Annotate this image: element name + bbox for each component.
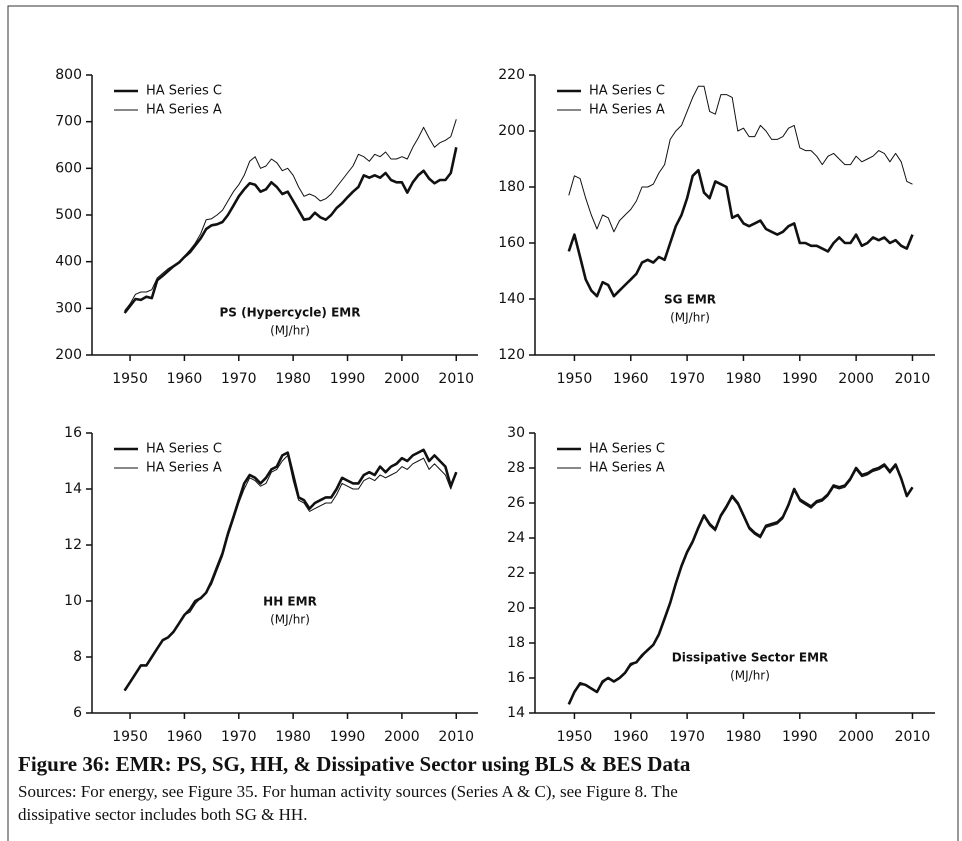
x-tick-label: 1980 bbox=[726, 729, 762, 745]
x-tick-label: 1960 bbox=[613, 729, 649, 745]
x-tick-label: 1990 bbox=[782, 729, 818, 745]
y-tick-label: 24 bbox=[507, 530, 525, 546]
frame bbox=[7, 5, 959, 841]
legend-label: HA Series C bbox=[146, 84, 222, 99]
x-tick-label: 2000 bbox=[384, 729, 420, 745]
y-tick-label: 700 bbox=[55, 114, 82, 130]
legend-label: HA Series C bbox=[589, 84, 665, 99]
y-tick-label: 200 bbox=[55, 347, 82, 363]
chart-title: HH EMR bbox=[263, 595, 317, 609]
x-tick-label: 1960 bbox=[167, 729, 203, 745]
y-tick-label: 18 bbox=[507, 635, 525, 651]
x-tick-label: 2010 bbox=[438, 371, 474, 387]
x-tick-label: 1980 bbox=[726, 371, 762, 387]
x-tick-label: 1990 bbox=[782, 371, 818, 387]
legend-label: HA Series A bbox=[146, 103, 222, 118]
y-tick-label: 220 bbox=[498, 67, 525, 83]
x-tick-label: 2010 bbox=[438, 729, 474, 745]
y-tick-label: 600 bbox=[55, 160, 82, 176]
series-line bbox=[123, 147, 458, 314]
chart-subtitle: (MJ/hr) bbox=[730, 669, 770, 683]
x-tick-label: 1970 bbox=[221, 371, 257, 387]
y-tick-label: 300 bbox=[55, 300, 82, 316]
y-tick-label: 120 bbox=[498, 347, 525, 363]
y-tick-label: 8 bbox=[73, 649, 82, 665]
x-tick-label: 2000 bbox=[384, 371, 420, 387]
y-tick-label: 22 bbox=[507, 565, 525, 581]
y-tick-label: 28 bbox=[507, 460, 525, 476]
legend-label: HA Series A bbox=[589, 103, 665, 118]
legend-label: HA Series A bbox=[589, 461, 665, 476]
x-tick-label: 1960 bbox=[167, 371, 203, 387]
y-tick-label: 30 bbox=[507, 425, 525, 441]
chart-title: SG EMR bbox=[664, 293, 716, 307]
y-tick-label: 800 bbox=[55, 67, 82, 83]
y-tick-label: 200 bbox=[498, 123, 525, 139]
legend-label: HA Series A bbox=[146, 461, 222, 476]
caption-title: Figure 36: EMR: PS, SG, HH, & Dissipativ… bbox=[18, 752, 691, 776]
y-tick-label: 400 bbox=[55, 254, 82, 270]
x-tick-label: 2010 bbox=[895, 729, 931, 745]
x-tick-label: 1950 bbox=[557, 729, 593, 745]
x-tick-label: 1960 bbox=[613, 371, 649, 387]
x-tick-label: 1990 bbox=[330, 729, 366, 745]
x-tick-label: 1950 bbox=[112, 729, 148, 745]
series-line bbox=[124, 119, 457, 312]
y-tick-label: 500 bbox=[55, 207, 82, 223]
x-tick-label: 1980 bbox=[275, 371, 311, 387]
caption-line: Sources: For energy, see Figure 35. For … bbox=[18, 782, 678, 801]
x-tick-label: 2010 bbox=[895, 371, 931, 387]
chart-subtitle: (MJ/hr) bbox=[270, 324, 310, 338]
x-tick-label: 2000 bbox=[838, 729, 874, 745]
series-line bbox=[567, 168, 914, 298]
series-line bbox=[124, 454, 457, 691]
y-tick-label: 180 bbox=[498, 179, 525, 195]
y-tick-label: 14 bbox=[64, 481, 82, 497]
y-tick-label: 10 bbox=[64, 593, 82, 609]
y-tick-label: 160 bbox=[498, 235, 525, 251]
x-tick-label: 1970 bbox=[669, 729, 705, 745]
series-line bbox=[568, 85, 913, 233]
y-tick-label: 12 bbox=[64, 537, 82, 553]
x-tick-label: 1970 bbox=[669, 371, 705, 387]
y-tick-label: 14 bbox=[507, 705, 525, 721]
chart-subtitle: (MJ/hr) bbox=[270, 613, 310, 627]
legend-label: HA Series C bbox=[146, 442, 222, 457]
legend-label: HA Series C bbox=[589, 442, 665, 457]
chart-subtitle: (MJ/hr) bbox=[670, 311, 710, 325]
y-tick-label: 16 bbox=[507, 670, 525, 686]
caption-line: dissipative sector includes both SG & HH… bbox=[18, 805, 307, 824]
y-tick-label: 6 bbox=[73, 705, 82, 721]
x-tick-label: 1970 bbox=[221, 729, 257, 745]
x-tick-label: 1950 bbox=[557, 371, 593, 387]
x-tick-label: 1980 bbox=[275, 729, 311, 745]
y-tick-label: 20 bbox=[507, 600, 525, 616]
y-tick-label: 26 bbox=[507, 495, 525, 511]
y-tick-label: 16 bbox=[64, 425, 82, 441]
chart-title: PS (Hypercycle) EMR bbox=[220, 306, 361, 320]
x-tick-label: 2000 bbox=[838, 371, 874, 387]
series-line bbox=[123, 448, 458, 692]
series-line bbox=[568, 465, 913, 705]
x-tick-label: 1950 bbox=[112, 371, 148, 387]
chart-title: Dissipative Sector EMR bbox=[672, 651, 829, 665]
y-tick-label: 140 bbox=[498, 291, 525, 307]
x-tick-label: 1990 bbox=[330, 371, 366, 387]
